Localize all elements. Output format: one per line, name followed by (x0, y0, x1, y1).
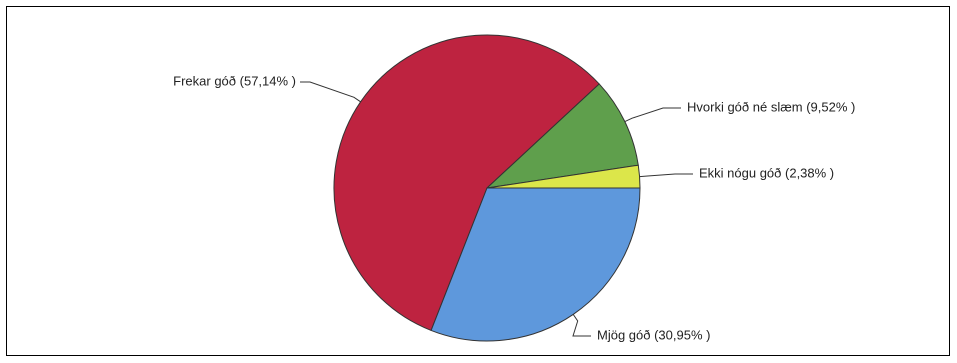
slice-label: Hvorki góð né slæm (9,52% ) (687, 99, 855, 114)
leader-line (624, 107, 681, 123)
pie-slice (430, 187, 641, 342)
pie-labels: Frekar góð (57,14% ) Hvorki góð né slæm (… (173, 73, 855, 342)
leader-line (572, 314, 591, 337)
pie-slices (333, 34, 641, 342)
slice-label: Mjög góð (30,95% ) (597, 327, 710, 342)
pie-slice (486, 83, 639, 189)
slice-label: Ekki nógu góð (2,38% ) (699, 165, 834, 180)
slice-label: Frekar góð (57,14% ) (173, 73, 296, 88)
leader-line (300, 81, 361, 103)
leader-line (639, 173, 693, 178)
